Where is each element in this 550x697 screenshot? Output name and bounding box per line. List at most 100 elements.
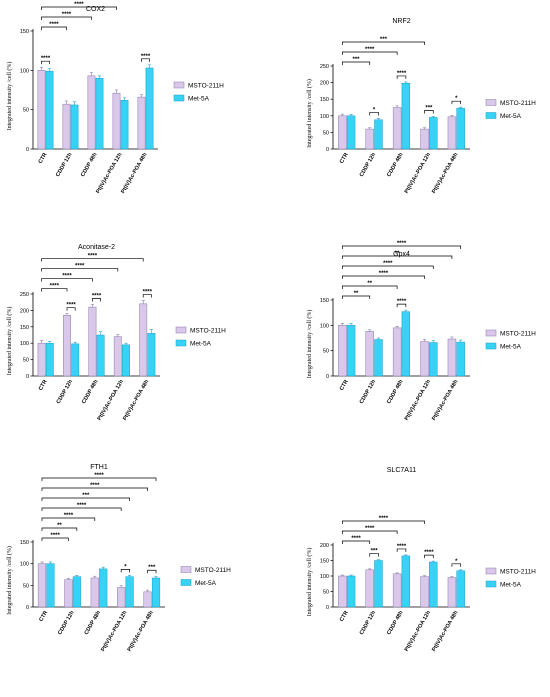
bar-met-5a-3 (120, 99, 129, 150)
legend-swatch (180, 579, 192, 586)
bar-met-5a-1 (374, 560, 383, 608)
bar-met-5a-1 (374, 339, 383, 377)
legend-label: Met-5A (190, 341, 212, 348)
significance-label: *** (425, 105, 433, 111)
significance-label: **** (397, 544, 407, 550)
x-tick-label: CDDP 12h (55, 151, 74, 177)
significance-label: **** (75, 264, 85, 270)
x-tick-label: CDDP 12h (359, 151, 378, 177)
significance-label: **** (41, 56, 51, 62)
bar-msto-211h-2 (88, 306, 97, 377)
y-tick-label: 200 (20, 308, 29, 314)
bar-msto-211h-3 (117, 587, 126, 608)
significance-label: **** (365, 526, 375, 532)
chart-title: NRF2 (392, 18, 410, 25)
y-tick-label: 100 (320, 114, 329, 120)
bar-met-5a-3 (429, 117, 438, 150)
bar-msto-211h-0 (37, 70, 46, 150)
legend-label: MSTO-211H (500, 331, 536, 338)
significance-bracket (341, 530, 398, 534)
significance-label: **** (397, 241, 407, 247)
x-tick-label: CDDP 48h (386, 151, 405, 177)
y-axis-label: Integrated intensity /cell (%) (6, 307, 13, 376)
bar-msto-211h-4 (447, 116, 457, 150)
y-tick-label: 100 (320, 323, 329, 329)
legend-swatch (485, 342, 497, 350)
y-tick-label: 150 (320, 97, 329, 103)
bar-msto-211h-1 (62, 103, 71, 150)
bar-met-5a-2 (401, 83, 411, 150)
x-tick-label: Pt(IV)Ac-POA 48h (431, 609, 459, 652)
bar-met-5a-3 (429, 561, 438, 608)
x-tick-label: CDDP 48h (81, 378, 100, 404)
legend-label: Met-5A (500, 582, 522, 589)
significance-label: **** (50, 284, 60, 290)
legend-swatch (485, 112, 497, 119)
significance-label: **** (379, 271, 389, 277)
legend-label: MSTO-211H (195, 567, 231, 574)
bar-met-5a-1 (374, 119, 383, 150)
chart-panel-1: NRF2 Integrated intensity /cell (%) 0 50 100… (306, 18, 536, 195)
x-tick-label: CDDP 12h (359, 609, 378, 635)
bar-met-5a-4 (456, 341, 465, 377)
bar-met-5a-0 (45, 70, 54, 150)
bar-msto-211h-2 (392, 327, 402, 377)
bar-msto-211h-4 (447, 577, 457, 608)
x-tick-label: CDDP 48h (80, 151, 99, 177)
significance-label: **** (424, 550, 434, 556)
x-tick-label: Pt(IV)Ac-POA 12h (404, 609, 432, 652)
significance-label: **** (365, 47, 375, 53)
y-tick-label: 50 (23, 583, 29, 589)
significance-label: **** (51, 533, 61, 539)
significance-label: **** (383, 261, 393, 267)
significance-label: **** (66, 303, 76, 309)
x-tick-label: Pt(IV)Ac-POA 12h (404, 378, 432, 421)
bar-msto-211h-4 (143, 591, 152, 608)
legend-swatch (173, 81, 185, 89)
x-tick-label: CTR (339, 610, 350, 623)
x-tick-label: Pt(IV)Ac-POA 48h (120, 151, 148, 194)
chart-title: FTH1 (90, 464, 108, 471)
x-tick-label: Pt(IV)Ac-POA 12h (95, 151, 123, 194)
bar-msto-211h-1 (64, 579, 73, 608)
significance-bracket (120, 569, 130, 573)
bar-met-5a-0 (46, 563, 55, 608)
y-axis-label: Integrated intensity /cell (%) (306, 548, 313, 617)
chart-panel-4: FTH1 Integrated intensity /cell (%) 0 50 100… (6, 464, 231, 653)
legend-label: MSTO-211H (500, 569, 536, 576)
y-tick-label: 250 (320, 64, 329, 70)
y-tick-label: 250 (20, 292, 29, 298)
significance-label: ** (57, 523, 62, 529)
significance-bracket (451, 100, 462, 105)
significance-bracket (451, 563, 462, 567)
significance-label: ** (395, 251, 400, 257)
legend-label: Met-5A (500, 113, 522, 120)
significance-bracket (341, 51, 398, 55)
significance-bracket (41, 507, 122, 511)
x-tick-label: Pt(IV)Ac-POA 12h (404, 151, 432, 194)
significance-bracket (41, 537, 69, 541)
bar-msto-211h-1 (63, 315, 71, 377)
legend-swatch (485, 99, 497, 106)
bar-met-5a-2 (99, 568, 108, 608)
x-tick-label: CDDP 48h (84, 609, 103, 635)
bar-met-5a-4 (456, 570, 465, 608)
significance-bracket (424, 554, 434, 559)
significance-bracket (341, 295, 371, 299)
bar-met-5a-3 (122, 344, 130, 377)
bar-msto-211h-3 (420, 341, 429, 377)
legend-label: Met-5A (195, 580, 217, 587)
x-tick-label: Pt(IV)Ac-POA 48h (431, 378, 459, 421)
bar-msto-211h-0 (37, 342, 46, 377)
y-tick-label: 0 (26, 374, 29, 380)
y-tick-label: 150 (20, 29, 29, 35)
significance-bracket (341, 41, 425, 45)
significance-label: **** (397, 299, 407, 305)
y-tick-label: 50 (23, 358, 29, 364)
significance-bracket (341, 265, 434, 269)
bar-met-5a-0 (45, 342, 54, 377)
y-tick-label: 150 (20, 540, 29, 546)
y-tick-label: 100 (20, 68, 29, 74)
bar-msto-211h-3 (420, 128, 429, 150)
significance-bracket (341, 255, 453, 259)
